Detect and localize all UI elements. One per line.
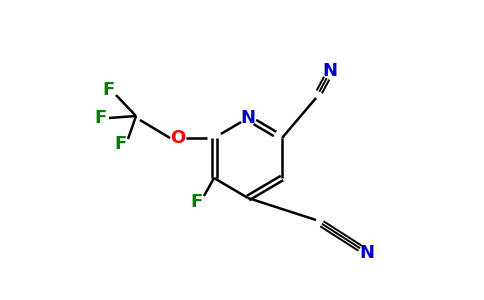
Text: F: F [102, 81, 114, 99]
Text: O: O [170, 129, 186, 147]
Text: N: N [360, 244, 375, 262]
Text: N: N [241, 109, 256, 127]
Text: F: F [94, 109, 106, 127]
Text: N: N [322, 62, 337, 80]
Text: F: F [190, 193, 202, 211]
Text: F: F [114, 135, 126, 153]
